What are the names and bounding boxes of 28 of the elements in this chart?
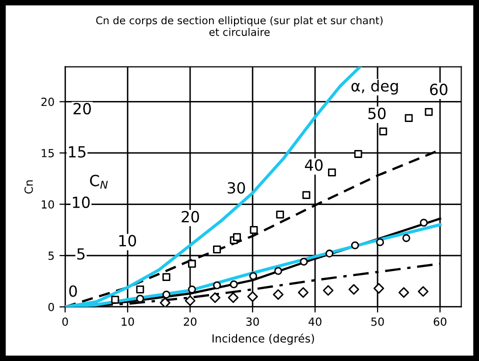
text: 5: [48, 252, 54, 260]
x-tick-label: 50: [371, 317, 384, 326]
x-tick-label: 60: [434, 317, 446, 326]
annotation: 30: [228, 182, 245, 194]
x-tick-label: 0: [62, 317, 68, 326]
text: 10: [42, 200, 54, 209]
annotation: C$_{N}$: [90, 174, 108, 189]
x-tick-label: 10: [122, 317, 134, 326]
x-tick-label: 30: [246, 317, 259, 326]
y-tick-label: 15: [68, 146, 86, 158]
annotation: 10: [119, 234, 136, 246]
x-tick-label: 20: [184, 317, 196, 326]
chart-title: Cn de corps de section elliptique (sur plat et sur chant) et circulaire: [96, 16, 383, 36]
annotation: 50: [368, 108, 386, 120]
text: 20: [41, 98, 54, 106]
y-axis-title: Cn: [24, 180, 33, 194]
y-tick-label: 10: [72, 196, 90, 208]
y-tick-label: 5: [77, 248, 85, 260]
x-axis-title: Incidence (degrés): [212, 334, 314, 345]
annotation: 40: [304, 159, 323, 171]
text: 0: [48, 302, 54, 312]
text: 15: [42, 149, 54, 158]
y-tick-label: 20: [74, 102, 91, 114]
annotation: 60: [430, 84, 448, 96]
annotation: α, deg: [351, 80, 398, 95]
x-tick-label: 40: [308, 317, 322, 326]
y-tick-label: 0: [69, 285, 77, 297]
annotation: 20: [182, 210, 200, 222]
